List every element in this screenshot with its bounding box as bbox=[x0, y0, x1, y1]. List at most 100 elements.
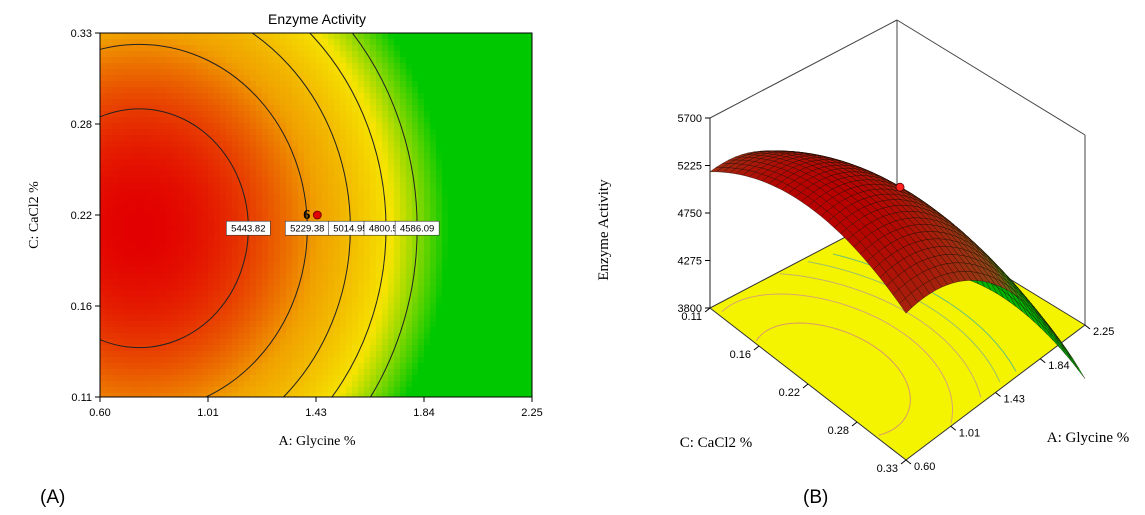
contour-cell bbox=[514, 261, 521, 268]
contour-cell bbox=[148, 369, 155, 376]
contour-cell bbox=[184, 315, 191, 322]
contour-cell bbox=[322, 345, 329, 352]
contour-cell bbox=[190, 69, 197, 76]
contour-cell bbox=[448, 201, 455, 208]
contour-cell bbox=[478, 165, 485, 172]
contour-cell bbox=[322, 33, 329, 40]
contour-cell bbox=[106, 75, 113, 82]
contour-cell bbox=[502, 195, 509, 202]
contour-cell bbox=[358, 189, 365, 196]
contour-cell bbox=[310, 249, 317, 256]
contour-cell bbox=[280, 285, 287, 292]
contour-cell bbox=[394, 297, 401, 304]
contour-cell bbox=[226, 267, 233, 274]
contour-cell bbox=[352, 135, 359, 142]
contour-cell bbox=[508, 231, 515, 238]
contour-cell bbox=[250, 213, 257, 220]
contour-cell bbox=[310, 105, 317, 112]
contour-cell bbox=[214, 147, 221, 154]
contour-cell bbox=[412, 147, 419, 154]
contour-cell bbox=[424, 105, 431, 112]
contour-cell bbox=[424, 45, 431, 52]
contour-cell bbox=[262, 159, 269, 166]
contour-cell bbox=[466, 381, 473, 388]
contour-cell bbox=[208, 327, 215, 334]
contour-cell bbox=[316, 171, 323, 178]
contour-cell bbox=[514, 69, 521, 76]
contour-cell bbox=[322, 93, 329, 100]
contour-cell bbox=[310, 147, 317, 154]
contour-cell bbox=[460, 135, 467, 142]
contour-cell bbox=[442, 195, 449, 202]
contour-cell bbox=[292, 273, 299, 280]
contour-cell bbox=[130, 309, 137, 316]
contour-cell bbox=[442, 183, 449, 190]
contour-cell bbox=[358, 141, 365, 148]
contour-cell bbox=[376, 201, 383, 208]
contour-cell bbox=[160, 57, 167, 64]
contour-cell bbox=[430, 381, 437, 388]
contour-cell bbox=[334, 153, 341, 160]
contour-cell bbox=[508, 75, 515, 82]
contour-cell bbox=[442, 357, 449, 364]
contour-cell bbox=[418, 57, 425, 64]
contour-cell bbox=[358, 333, 365, 340]
contour-cell bbox=[376, 279, 383, 286]
contour-cell bbox=[364, 255, 371, 262]
contour-cell bbox=[196, 381, 203, 388]
contour-cell bbox=[442, 333, 449, 340]
contour-cell bbox=[232, 159, 239, 166]
contour-cell bbox=[148, 237, 155, 244]
contour-cell bbox=[442, 297, 449, 304]
contour-cell bbox=[250, 51, 257, 58]
contour-cell bbox=[508, 129, 515, 136]
contour-cell bbox=[154, 393, 161, 398]
contour-cell bbox=[268, 153, 275, 160]
contour-cell bbox=[472, 57, 479, 64]
contour-cell bbox=[154, 171, 161, 178]
contour-cell bbox=[514, 363, 521, 370]
contour-cell bbox=[310, 87, 317, 94]
contour-cell bbox=[352, 393, 359, 398]
contour-cell bbox=[202, 327, 209, 334]
contour-cell bbox=[106, 291, 113, 298]
contour-cell bbox=[400, 255, 407, 262]
contour-cell bbox=[358, 357, 365, 364]
contour-cell bbox=[418, 117, 425, 124]
contour-cell bbox=[166, 285, 173, 292]
contour-cell bbox=[172, 75, 179, 82]
contour-cell bbox=[460, 75, 467, 82]
contour-cell bbox=[166, 309, 173, 316]
contour-cell bbox=[280, 225, 287, 232]
contour-cell bbox=[490, 303, 497, 310]
contour-cell bbox=[130, 273, 137, 280]
contour-cell bbox=[394, 105, 401, 112]
contour-cell bbox=[106, 51, 113, 58]
contour-cell bbox=[100, 63, 107, 70]
contour-cell bbox=[142, 291, 149, 298]
contour-cell bbox=[124, 99, 131, 106]
contour-cell bbox=[388, 279, 395, 286]
contour-cell bbox=[364, 33, 371, 40]
contour-cell bbox=[238, 135, 245, 142]
contour-cell bbox=[460, 129, 467, 136]
contour-cell bbox=[424, 363, 431, 370]
contour-cell bbox=[394, 177, 401, 184]
contour-cell bbox=[496, 225, 503, 232]
contour-cell bbox=[340, 369, 347, 376]
contour-cell bbox=[358, 183, 365, 190]
contour-cell bbox=[232, 315, 239, 322]
contour-cell bbox=[322, 351, 329, 358]
contour-cell bbox=[418, 375, 425, 382]
contour-cell bbox=[406, 243, 413, 250]
contour-cell bbox=[166, 339, 173, 346]
contour-cell bbox=[412, 213, 419, 220]
contour-cell bbox=[484, 69, 491, 76]
contour-cell bbox=[460, 213, 467, 220]
contour-cell bbox=[130, 219, 137, 226]
contour-cell bbox=[490, 99, 497, 106]
contour-cell bbox=[424, 99, 431, 106]
contour-cell bbox=[478, 213, 485, 220]
contour-cell bbox=[382, 153, 389, 160]
contour-cell bbox=[526, 369, 533, 376]
